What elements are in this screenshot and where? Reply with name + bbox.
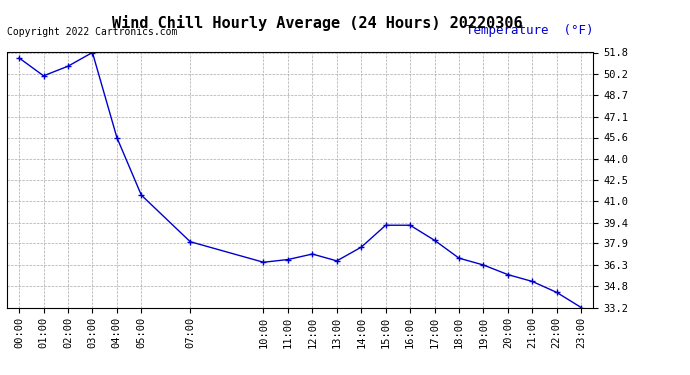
Text: Temperature  (°F): Temperature (°F) — [466, 24, 593, 37]
Text: Copyright 2022 Cartronics.com: Copyright 2022 Cartronics.com — [7, 27, 177, 37]
Text: Wind Chill Hourly Average (24 Hours) 20220306: Wind Chill Hourly Average (24 Hours) 202… — [112, 15, 523, 31]
